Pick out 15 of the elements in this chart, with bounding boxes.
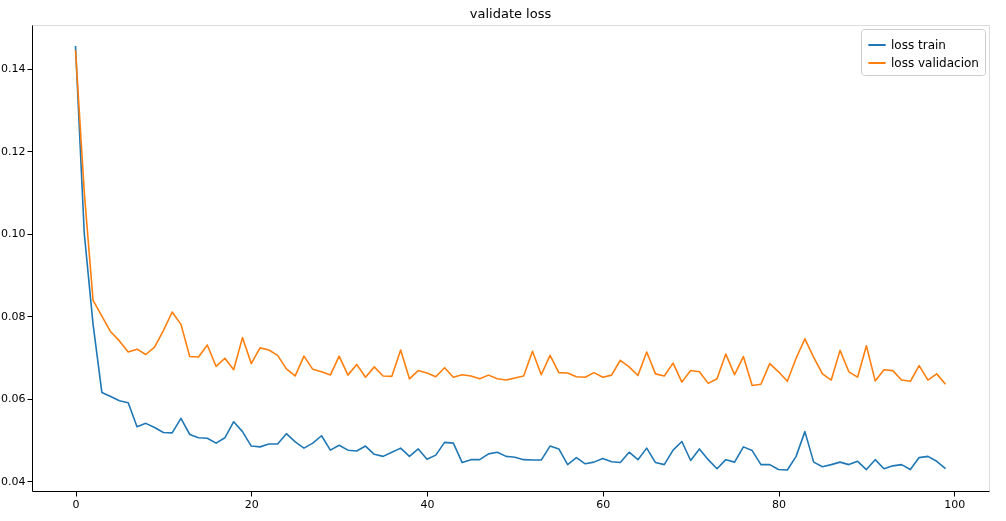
y-tick-label: 0.08 xyxy=(1,309,26,323)
x-tick-label: 0 xyxy=(72,497,80,511)
y-tick-label: 0.06 xyxy=(1,392,26,406)
legend-label: loss train xyxy=(891,38,946,52)
y-tick-label: 0.12 xyxy=(1,144,26,158)
x-tick-label: 60 xyxy=(596,497,611,511)
x-tick-label: 100 xyxy=(944,497,966,511)
y-tick-label: 0.04 xyxy=(1,474,26,488)
x-tick-label: 40 xyxy=(420,497,435,511)
y-tick-label: 0.10 xyxy=(1,227,26,241)
x-tick-label: 20 xyxy=(244,497,259,511)
legend-label: loss validacion xyxy=(891,56,979,70)
chart-title: validate loss xyxy=(469,6,552,21)
x-tick-label: 80 xyxy=(772,497,787,511)
y-tick-label: 0.14 xyxy=(1,62,26,76)
